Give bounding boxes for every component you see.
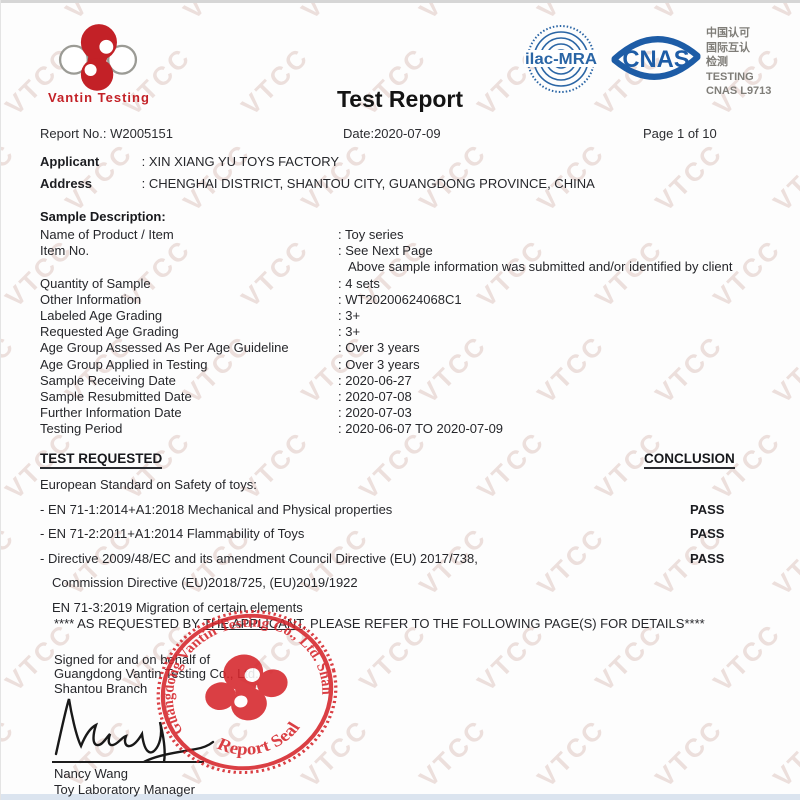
conclusion-heading: CONCLUSION <box>644 451 735 469</box>
sample-row-value: : 3+ <box>338 324 361 340</box>
test-item-result: PASS <box>690 526 725 542</box>
sample-row-label: Sample Resubmitted Date <box>40 389 192 405</box>
sample-row-value: : 2020-07-03 <box>338 405 412 421</box>
test-item-text: EN 71-3:2019 Migration of certain elemen… <box>52 599 303 615</box>
test-item-text: Commission Directive (EU)2018/725, (EU)2… <box>52 575 358 591</box>
handwritten-signature <box>54 698 215 762</box>
test-item-result: PASS <box>690 502 725 517</box>
sample-row-label: Name of Product / Item <box>40 227 174 242</box>
address-value: : CHENGHAI DISTRICT, SHANTOU CITY, GUANG… <box>141 176 595 191</box>
sample-row-label: Labeled Age Grading <box>40 308 163 324</box>
test-item-row: - Directive 2009/48/EC and its amendment… <box>40 551 760 566</box>
test-item-text: - EN 71-2:2011+A1:2014 Flammability of T… <box>40 526 305 542</box>
test-item-text: - EN 71-1:2014+A1:2018 Mechanical and Ph… <box>40 502 393 517</box>
sample-row-value: : 4 sets <box>338 275 380 291</box>
sample-row-value: : WT20200624068C1 <box>338 291 462 307</box>
test-item-row: - EN 71-1:2014+A1:2018 Mechanical and Ph… <box>40 502 760 517</box>
sample-row-label: Testing Period <box>40 421 123 437</box>
sample-row-label: Sample Receiving Date <box>40 372 176 388</box>
accred-line: 检测 <box>706 56 728 68</box>
test-item-result: PASS <box>690 550 725 566</box>
footnote-part: PLEASE REFER TO THE FOLLOWING PAGE(S) FO… <box>306 616 705 631</box>
test-item-row: - EN 71-2:2011+A1:2014 Flammability of T… <box>40 526 760 541</box>
sample-row: Sample Resubmitted Date : 2020-07-08 <box>40 389 780 405</box>
address-label: Address <box>40 176 93 191</box>
sample-row: Testing Period : 2020-06-07 TO 2020-07-09 <box>40 421 780 437</box>
sample-row-value: : See Next Page <box>338 243 433 259</box>
vantin-testing-logo-icon <box>58 24 138 91</box>
test-item-row: EN 71-3:2019 Migration of certain elemen… <box>40 600 760 615</box>
test-item-row: Commission Directive (EU)2018/725, (EU)2… <box>40 575 760 590</box>
accred-line: 中国认可 <box>706 27 750 39</box>
sample-row: Name of Product / Item : Toy series <box>40 227 780 243</box>
sample-row: Labeled Age Grading : 3+ <box>40 308 780 324</box>
tests-intro: European Standard on Safety of toys: <box>40 477 257 492</box>
sample-row: Sample Receiving Date : 2020-06-27 <box>40 373 780 389</box>
test-requested-heading: TEST REQUESTED <box>40 451 163 469</box>
signer-role: Toy Laboratory Manager <box>54 782 195 797</box>
sample-description-table: Name of Product / Item : Toy series Item … <box>40 227 780 438</box>
sample-row-value: : 3+ <box>338 308 361 324</box>
applicant-row: Applicant : XIN XIANG YU TOYS FACTORY <box>40 154 339 169</box>
sample-row-value: : Over 3 years <box>338 356 420 372</box>
sample-row: Quantity of Sample : 4 sets <box>40 276 780 292</box>
company-line: Guangdong Vantin Testing Co., Ltd. <box>54 666 259 682</box>
sample-row-value: : 2020-06-07 TO 2020-07-09 <box>338 421 504 437</box>
test-item-result <box>690 575 760 590</box>
scan-edge-bottom <box>0 794 800 800</box>
sample-row-label: Age Group Applied in Testing <box>40 356 208 372</box>
test-items-list: - EN 71-1:2014+A1:2018 Mechanical and Ph… <box>40 502 760 624</box>
sample-row: Other Information : WT20200624068C1 <box>40 292 780 308</box>
sample-row-value: : 2020-06-27 <box>338 372 412 388</box>
test-item-result <box>690 600 760 615</box>
sample-row-label: Requested Age Grading <box>40 324 179 340</box>
applicant-label: Applicant <box>40 154 100 169</box>
signature-line <box>52 761 204 763</box>
footnote-part: **** AS REQUESTED BY <box>54 616 204 631</box>
footnote: **** AS REQUESTED BY THE APPLICANT, PLEA… <box>54 616 794 631</box>
accred-line: TESTING <box>706 70 754 83</box>
signature-block: Signed for and on behalf of Guangdong Va… <box>54 652 259 696</box>
test-item-text: - Directive 2009/48/EC and its amendment… <box>40 550 478 566</box>
cnas-logo-icon: CNAS <box>611 36 701 80</box>
sample-row-value: Above sample information was submitted a… <box>348 259 733 275</box>
sample-row-label: Quantity of Sample <box>40 275 151 291</box>
report-number: Report No.: W2005151 <box>40 126 173 141</box>
report-date: Date:2020-07-09 <box>343 126 441 141</box>
scan-edge-top <box>0 0 800 3</box>
page-indicator: Page 1 of 10 <box>643 126 717 141</box>
address-row: Address : CHENGHAI DISTRICT, SHANTOU CIT… <box>40 176 595 191</box>
sample-row: Item No. : See Next Page <box>40 243 780 259</box>
sample-description-heading: Sample Description: <box>40 209 166 224</box>
accred-line: CNAS L9713 <box>706 85 772 97</box>
sample-row: Requested Age Grading : 3+ <box>40 324 780 340</box>
sample-row: Above sample information was submitted a… <box>40 259 780 275</box>
sample-row-label: Age Group Assessed As Per Age Guideline <box>40 340 289 356</box>
sample-row-label: Item No. <box>40 243 90 259</box>
svg-text:CNAS: CNAS <box>622 46 689 73</box>
seal-flower-icon <box>205 654 288 721</box>
page-title: Test Report <box>336 86 464 112</box>
sample-row: Further Information Date : 2020-07-03 <box>40 405 780 421</box>
svg-text:Report Seal: Report Seal <box>211 715 308 768</box>
sample-row-label: Other Information <box>40 291 142 307</box>
ilac-mra-logo-icon: ilac-MRA <box>524 25 598 93</box>
scan-edge-left <box>0 0 1 800</box>
brand-name: Vantin Testing <box>48 90 150 105</box>
accreditation-text: 中国认可 国际互认 检测 TESTING CNAS L9713 <box>706 26 798 99</box>
signer-name: Nancy Wang <box>54 766 128 781</box>
accred-line: 国际互认 <box>706 41 750 54</box>
svg-text:ilac-MRA: ilac-MRA <box>525 51 597 68</box>
sample-row-value: : 2020-07-08 <box>338 389 412 405</box>
sample-row-label: Further Information Date <box>40 405 182 421</box>
sample-row-value: : Toy series <box>338 227 404 242</box>
branch-line: Shantou Branch <box>54 680 148 696</box>
sample-row-value: : Over 3 years <box>338 340 420 356</box>
sample-row: Age Group Applied in Testing : Over 3 yea… <box>40 357 780 373</box>
applicant-value: : XIN XIANG YU TOYS FACTORY <box>141 154 340 169</box>
sample-row: Age Group Assessed As Per Age Guideline:… <box>40 340 780 356</box>
